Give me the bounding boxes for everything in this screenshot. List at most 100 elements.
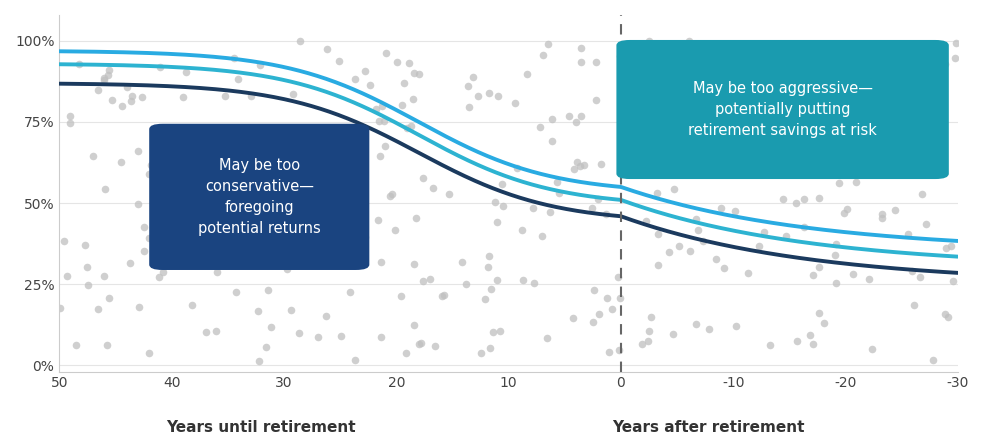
Point [682,247,698,254]
Point [611,347,627,354]
Point [414,277,430,284]
Point [790,167,806,174]
Point [641,37,656,44]
Point [481,344,497,351]
Point [279,266,295,272]
Point [540,41,556,48]
Point [282,152,298,159]
Point [477,295,493,302]
Point [291,330,307,337]
Point [599,294,615,301]
Point [154,268,170,275]
Point [631,152,646,159]
Point [494,181,510,187]
Point [131,303,147,310]
Point [493,327,509,334]
Point [178,68,194,75]
Point [751,47,767,54]
Text: Years after retirement: Years after retirement [612,419,805,435]
Point [681,38,697,45]
Point [524,204,540,211]
Point [569,159,584,166]
Point [727,208,743,215]
Point [481,253,497,260]
Point [916,167,932,174]
Point [550,179,566,186]
Point [207,228,222,235]
Point [319,313,335,320]
Point [174,141,190,148]
Point [848,178,864,185]
Point [642,328,657,335]
Point [165,249,181,255]
Point [180,208,196,215]
Point [319,45,335,52]
Point [394,293,409,300]
Point [395,101,410,108]
Point [407,215,423,221]
Point [441,191,457,198]
Point [71,61,87,68]
Point [874,211,890,218]
Point [285,164,301,170]
Point [485,329,501,336]
Point [480,264,496,271]
Point [378,49,394,56]
Point [855,76,871,83]
Point [79,263,94,270]
Point [436,292,452,299]
Point [614,58,630,65]
Point [334,332,349,339]
Point [849,71,865,78]
Point [566,165,582,172]
Point [713,205,729,212]
Point [561,113,577,120]
Point [641,337,656,344]
Point [413,339,429,346]
Point [251,358,267,364]
Point [574,44,589,51]
Point [900,231,916,238]
Point [62,112,78,119]
Point [461,103,477,110]
Point [228,289,244,296]
Text: Years until retirement: Years until retirement [166,419,355,435]
Point [175,93,191,100]
Point [263,324,278,331]
Point [135,94,151,101]
Point [937,60,953,67]
Point [123,97,139,104]
Point [811,263,827,270]
Point [906,302,922,309]
Point [99,341,115,348]
Point [576,161,591,168]
Point [157,143,173,150]
Point [811,195,827,202]
Point [85,152,100,159]
Point [662,71,678,78]
Point [585,318,601,325]
Point [845,155,861,162]
Point [689,47,705,54]
Point [604,305,620,312]
Point [260,286,276,293]
Point [805,340,821,347]
Point [922,64,938,71]
Point [198,328,214,335]
Point [544,116,560,123]
Point [95,74,111,81]
Point [711,137,727,144]
Point [838,205,854,212]
Point [584,204,600,211]
Point [52,304,68,311]
Point [688,320,704,327]
Point [728,323,744,330]
Point [585,286,601,293]
Point [78,242,93,249]
Point [490,93,506,100]
Point [141,234,156,241]
Point [943,242,958,249]
Point [374,102,390,109]
Point [821,152,836,159]
Point [152,63,167,70]
